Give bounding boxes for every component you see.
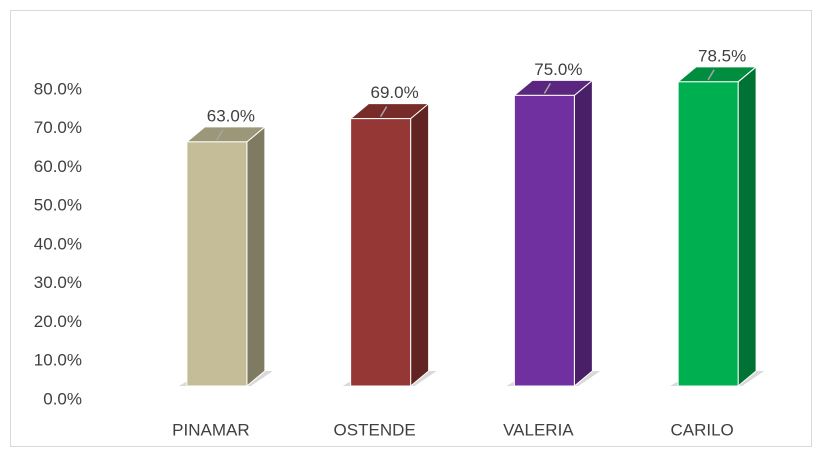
y-tick-label: 50.0%	[34, 196, 82, 215]
data-label: 69.0%	[371, 83, 419, 102]
data-label: 63.0%	[207, 106, 255, 125]
y-tick-label: 20.0%	[34, 312, 82, 331]
x-tick-label: PINAMAR	[172, 420, 249, 439]
x-tick-label: CARILO	[670, 420, 733, 439]
bar-side	[410, 102, 430, 388]
y-tick-label: 80.0%	[34, 79, 82, 98]
x-tick-label: VALERIA	[503, 420, 574, 439]
y-tick-label: 0.0%	[43, 389, 82, 408]
x-tick-label: OSTENDE	[334, 420, 416, 439]
bar-side	[737, 65, 757, 388]
bar-side	[246, 125, 266, 388]
bar	[350, 118, 412, 387]
y-tick-label: 10.0%	[34, 351, 82, 370]
label-leader	[379, 106, 388, 118]
label-leader	[707, 69, 715, 81]
data-label: 75.0%	[534, 60, 582, 79]
data-label: 78.5%	[698, 46, 746, 65]
y-tick-label: 70.0%	[34, 118, 82, 137]
label-leader	[543, 82, 552, 94]
label-leader	[216, 129, 224, 141]
bar	[513, 94, 575, 387]
y-tick-label: 30.0%	[34, 273, 82, 292]
y-tick-label: 40.0%	[34, 234, 82, 253]
y-tick-label: 60.0%	[34, 157, 82, 176]
bar-side	[573, 79, 593, 388]
bar	[677, 81, 739, 387]
bar	[186, 141, 248, 387]
